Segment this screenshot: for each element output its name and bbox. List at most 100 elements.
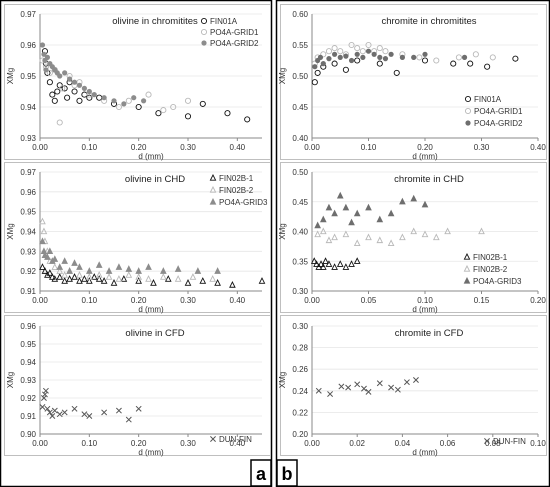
data-point	[105, 267, 113, 274]
data-point	[199, 277, 207, 284]
legend-label: FIN01A	[210, 17, 238, 26]
data-point	[49, 273, 56, 280]
data-point	[317, 54, 324, 61]
series-PO4A-GRID2	[312, 48, 468, 70]
data-point	[229, 281, 236, 288]
data-point	[354, 381, 361, 388]
x-tick-label: 0.10	[82, 296, 98, 305]
x-tick-label: 0.00	[32, 296, 48, 305]
legend-marker	[209, 197, 217, 205]
data-point	[86, 277, 93, 284]
data-point	[135, 405, 142, 412]
y-tick-label: 0.96	[20, 41, 36, 50]
data-point	[62, 70, 68, 76]
y-tick-label: 0.91	[20, 412, 36, 421]
data-point	[376, 380, 383, 387]
data-point	[81, 411, 88, 418]
x-axis-label: d (mm)	[412, 152, 438, 161]
data-point	[59, 85, 66, 92]
data-point	[320, 61, 326, 67]
data-point	[376, 45, 383, 52]
legend: DUN-FIN	[210, 435, 252, 444]
legend-marker	[464, 107, 472, 115]
x-tick-label: 0.10	[530, 439, 546, 448]
x-tick-label: 0.06	[440, 439, 456, 448]
data-point	[160, 273, 167, 280]
legend-label: DUN-FIN	[219, 435, 252, 444]
legend-marker	[209, 185, 217, 193]
y-axis-label: XMg	[6, 223, 15, 239]
series-FIN02B-1	[310, 257, 361, 270]
data-point	[46, 269, 54, 276]
data-point	[76, 277, 83, 284]
data-point	[320, 51, 327, 58]
data-point	[71, 405, 78, 412]
data-point	[56, 267, 64, 274]
data-point	[326, 56, 332, 62]
data-point	[184, 97, 192, 104]
x-tick-label: 0.04	[395, 439, 411, 448]
y-tick-label: 0.60	[292, 10, 308, 19]
data-point	[258, 277, 266, 284]
x-tick-label: 0.30	[180, 439, 196, 448]
data-point	[377, 54, 383, 61]
x-tick-label: 0.00	[304, 143, 320, 152]
data-point	[353, 239, 361, 247]
data-point	[115, 103, 122, 111]
data-point	[44, 253, 51, 260]
x-tick-label: 0.40	[230, 143, 246, 152]
legend-label: PO4A-GRID1	[210, 28, 259, 37]
data-point	[61, 257, 68, 264]
y-tick-label: 0.93	[20, 134, 36, 143]
legend-label: FIN02B-2	[473, 265, 508, 274]
data-point	[174, 275, 182, 282]
data-point	[489, 54, 496, 61]
data-point	[354, 57, 361, 64]
charts-layer: 0.930.940.950.960.970.00 0.10 0.20 0.30 0.40…	[4, 4, 547, 457]
data-point	[39, 237, 46, 245]
x-axis-label: d (mm)	[138, 152, 164, 161]
data-point	[49, 413, 56, 419]
data-point	[467, 60, 474, 67]
legend-marker	[200, 28, 208, 36]
data-point	[110, 279, 118, 286]
x-tick-label: 0.02	[349, 439, 365, 448]
legend-label: FIN02B-1	[219, 174, 254, 183]
y-tick-label: 0.94	[20, 103, 36, 112]
data-point	[327, 391, 334, 397]
data-point	[319, 263, 327, 270]
data-point	[125, 265, 133, 272]
data-point	[135, 273, 142, 280]
data-point	[376, 215, 384, 223]
data-point	[121, 101, 127, 107]
data-point	[342, 66, 349, 73]
legend-marker	[463, 252, 471, 260]
data-point	[145, 275, 152, 282]
series-FIN01A	[311, 55, 519, 86]
data-point	[184, 279, 192, 286]
legend-label: FIN02B-1	[473, 253, 508, 262]
y-tick-label: 0.45	[292, 198, 308, 207]
data-point	[115, 263, 123, 270]
series-PO4A-GRID1	[311, 41, 496, 67]
data-point	[76, 271, 83, 278]
data-point	[331, 233, 338, 241]
data-point	[71, 79, 78, 85]
data-point	[331, 209, 338, 217]
data-point	[399, 233, 406, 241]
data-point	[49, 91, 56, 98]
x-axis-label: d (mm)	[412, 448, 438, 457]
data-point	[421, 57, 429, 64]
data-point	[61, 85, 68, 92]
data-point	[365, 41, 372, 49]
data-point	[343, 53, 349, 59]
data-point	[131, 95, 137, 101]
data-point	[387, 209, 395, 217]
data-point	[461, 54, 468, 61]
legend: FIN02B-1 FIN02B-2 PO4A-GRID3	[463, 252, 522, 286]
legend-label: PO4A-GRID3	[473, 277, 522, 286]
data-point	[450, 60, 457, 67]
legend-marker	[463, 264, 471, 272]
data-point	[145, 91, 152, 98]
data-point	[365, 233, 372, 241]
